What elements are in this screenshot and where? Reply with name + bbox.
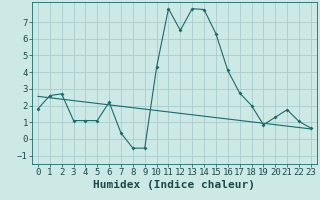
X-axis label: Humidex (Indice chaleur): Humidex (Indice chaleur) [93, 180, 255, 190]
